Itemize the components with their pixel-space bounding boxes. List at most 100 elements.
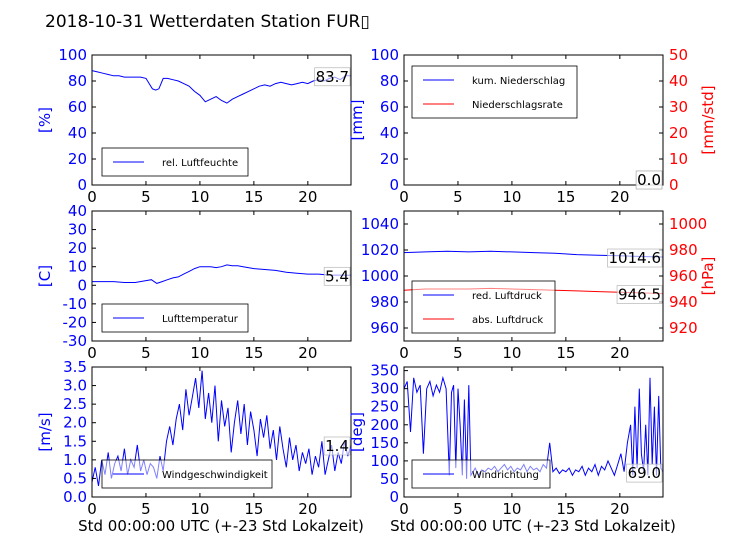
- x-tick-label: 0: [399, 344, 409, 362]
- panel-wind_speed: 0 5 10 15 20 0.00.51.01.52.02.53.03.5 [m/s] Win…: [36, 358, 352, 518]
- x-tick-label: 20: [610, 500, 629, 518]
- y-tick-label: 3.5: [63, 358, 87, 376]
- plot-frame: [403, 54, 664, 186]
- y-tick-label-right: 920: [669, 319, 698, 337]
- y-axis-label-right: [mm/std]: [699, 85, 717, 154]
- y-axis-label-right: [hPa]: [699, 257, 717, 296]
- last-value-label: 5.4: [325, 267, 349, 285]
- last-value-box: [314, 67, 351, 87]
- legend-box: [411, 280, 556, 334]
- last-value-box: [323, 436, 351, 456]
- legend: Lufttemperatur: [101, 303, 249, 333]
- plot-frame: [91, 210, 352, 342]
- y-axis-label: [deg]: [348, 412, 366, 452]
- y-tick-label: 3.0: [63, 377, 87, 395]
- y-tick-label-right: 960: [669, 267, 698, 285]
- y-tick-label: 0: [389, 488, 399, 506]
- legend: Windgeschwindigkeit: [101, 459, 273, 489]
- last-value-box: [607, 248, 663, 268]
- y-tick-label: 0: [77, 176, 87, 194]
- y-tick-label: 2.0: [63, 414, 87, 432]
- last-value-box: [626, 463, 663, 483]
- y-tick-label-right: 1000: [669, 215, 707, 233]
- plot-frame: [91, 366, 352, 498]
- last-value-label-right: 0.0: [637, 171, 661, 189]
- y-tick-label-right: 40: [669, 72, 688, 90]
- x-tick-label: 5: [453, 500, 463, 518]
- y-tick-label: 40: [68, 124, 87, 142]
- panel-temperature: 0 5 10 15 20-30-20-10010203040[C]Lufttempera…: [36, 202, 352, 362]
- y-tick-label: 50: [380, 470, 399, 488]
- x-tick-label: 5: [141, 500, 151, 518]
- y-tick-label: 60: [68, 98, 87, 116]
- x-tick-label: 15: [556, 188, 575, 206]
- x-tick-label: 20: [298, 344, 317, 362]
- legend-label: Windrichtung: [472, 470, 539, 481]
- y-tick-label-right: 30: [669, 98, 688, 116]
- y-tick-label: 0: [77, 276, 87, 294]
- x-tick-label: 5: [453, 188, 463, 206]
- panel-precipitation: 0 5 10 15 20 0 20 40 60 80 100 0 10 20 30 40 50 [mm] [mm/s…: [348, 46, 717, 206]
- x-tick-label: 10: [190, 344, 209, 362]
- y-tick-label: 300: [370, 380, 399, 398]
- y-tick-label: 1.0: [63, 451, 87, 469]
- x-tick-label: 20: [298, 500, 317, 518]
- legend-label: red. Luftdruck: [472, 291, 542, 302]
- y-tick-label: 960: [370, 319, 399, 337]
- y-tick-label-right: 20: [669, 124, 688, 142]
- y-tick-label-right: 940: [669, 293, 698, 311]
- y-tick-label: 20: [380, 150, 399, 168]
- x-tick-label: 15: [244, 188, 263, 206]
- x-tick-label: 15: [244, 344, 263, 362]
- y-tick-label: 100: [370, 452, 399, 470]
- y-tick-label: 1020: [361, 241, 399, 259]
- last-value-box-right: [635, 170, 663, 190]
- y-tick-label: 60: [380, 98, 399, 116]
- y-tick-label: 0.0: [63, 488, 87, 506]
- x-tick-label: 15: [244, 500, 263, 518]
- y-tick-label: 30: [68, 221, 87, 239]
- legend-box: [411, 65, 578, 119]
- y-tick-label: -30: [63, 332, 88, 350]
- x-tick-label: 15: [556, 344, 575, 362]
- last-value-label: 1.4: [325, 437, 349, 455]
- y-tick-label: 80: [68, 72, 87, 90]
- legend-label: Windgeschwindigkeit: [162, 470, 268, 481]
- figure-title: 2018-10-31 Wetterdaten Station FUR▯: [45, 12, 370, 32]
- panel-pressure: 0 5 10 15 20 960 980 1000 1020 1040 920 940 960 980 10…: [361, 210, 717, 362]
- x-tick-label: 15: [556, 500, 575, 518]
- y-axis-label: [%]: [36, 107, 54, 133]
- y-tick-label: 20: [68, 150, 87, 168]
- legend: red. Luftdruck abs. Luftdruck: [411, 280, 556, 334]
- y-tick-label: 40: [68, 202, 87, 220]
- y-tick-label: 2.5: [63, 395, 87, 413]
- panel-humidity: 0 5 10 15 20 0 20 40 60 80 100 [%] rel. Luftfeuchte 8…: [36, 46, 352, 206]
- y-tick-label: 0.5: [63, 469, 87, 487]
- legend: rel. Luftfeuchte: [101, 147, 249, 177]
- x-tick-label: 10: [190, 188, 209, 206]
- y-axis-label: [C]: [36, 265, 54, 287]
- x-tick-label: 10: [502, 188, 521, 206]
- legend-label: abs. Luftdruck: [472, 315, 543, 326]
- x-tick-label: 10: [502, 500, 521, 518]
- y-tick-label: 1.5: [63, 432, 87, 450]
- x-tick-label: 20: [610, 344, 629, 362]
- y-tick-label: 200: [370, 416, 399, 434]
- x-tick-label: 0: [399, 500, 409, 518]
- x-tick-label: 5: [453, 344, 463, 362]
- legend: kum. Niederschlag Niederschlagsrate: [411, 65, 578, 119]
- y-tick-label: 80: [380, 72, 399, 90]
- y-tick-label: 100: [370, 46, 399, 64]
- panel-wind_direction: 0 5 10 15 20050100150200250300350[deg]Windri…: [348, 362, 664, 518]
- y-tick-label: -10: [63, 295, 88, 313]
- x-tick-label: 20: [298, 188, 317, 206]
- x-tick-label: 0: [87, 188, 97, 206]
- last-value-box: [323, 266, 351, 286]
- x-tick-label: 20: [610, 188, 629, 206]
- y-tick-label: 250: [370, 398, 399, 416]
- x-tick-label: 0: [87, 344, 97, 362]
- y-tick-label: 150: [370, 434, 399, 452]
- y-tick-label: 40: [380, 124, 399, 142]
- plot-frame: [91, 54, 352, 186]
